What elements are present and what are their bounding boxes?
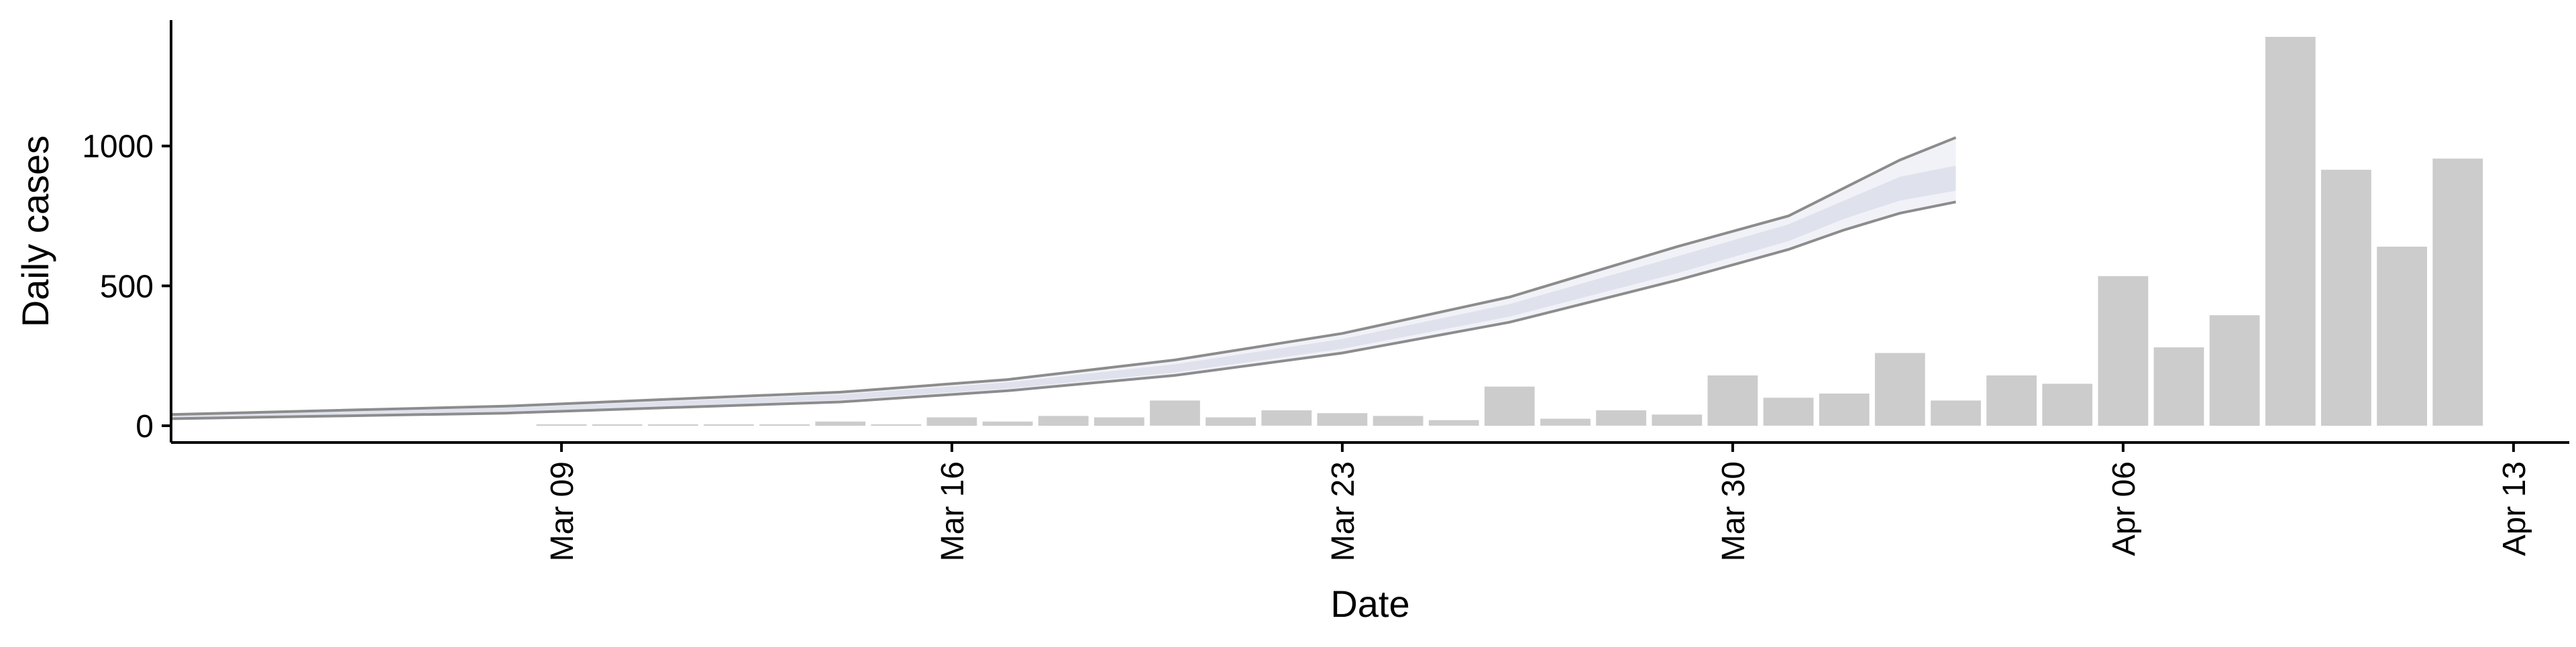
series-line-2	[170, 200, 1956, 420]
bar	[1261, 410, 1312, 426]
bar	[1931, 400, 1981, 426]
axes-layer	[170, 20, 2569, 444]
bar	[704, 424, 754, 426]
bar	[2377, 246, 2427, 426]
bar	[2042, 384, 2093, 426]
bar	[1205, 417, 1256, 426]
x-tick-label: Apr 06	[2106, 461, 2142, 556]
ticks-layer: 0 500 1000 Mar 09 Mar 16 Mar 23 Mar 30 Apr 06 Ap…	[82, 129, 2532, 562]
bar	[815, 421, 866, 426]
x-axis-title: Date	[1330, 583, 1409, 625]
bar	[2098, 276, 2149, 426]
bar	[1707, 375, 1758, 426]
bar	[1150, 400, 1200, 426]
bar	[2432, 158, 2483, 426]
bar	[1373, 416, 1424, 426]
bar	[1094, 417, 1144, 426]
bar	[1428, 420, 1479, 426]
bar	[2321, 170, 2371, 426]
bar	[2209, 315, 2260, 426]
bar	[1540, 418, 1591, 426]
series-line-1	[170, 136, 1957, 416]
bar	[1874, 353, 1925, 426]
bar	[1652, 414, 1703, 426]
bar	[759, 424, 810, 426]
bar	[2265, 37, 2316, 426]
y-tick-label: 0	[136, 409, 154, 445]
bar	[536, 424, 587, 426]
uncertainty-band-1	[171, 137, 1956, 419]
bar	[1038, 416, 1089, 426]
x-tick-label: Apr 13	[2497, 461, 2532, 556]
y-tick-label: 1000	[82, 129, 154, 165]
y-axis-title: Daily cases	[14, 135, 56, 327]
bar	[1317, 413, 1368, 426]
bar	[1484, 386, 1535, 426]
bars-layer	[536, 37, 2483, 426]
bar	[982, 421, 1033, 426]
bar	[1986, 375, 2037, 426]
lines-layer	[170, 136, 1957, 420]
x-tick-label: Mar 23	[1326, 461, 1361, 561]
y-tick-label: 500	[100, 269, 154, 304]
x-tick-label: Mar 09	[545, 461, 580, 561]
bar	[2153, 347, 2204, 426]
x-tick-label: Mar 30	[1716, 461, 1752, 561]
x-tick-label: Mar 16	[935, 461, 971, 561]
bar	[871, 424, 922, 426]
bar	[926, 417, 977, 426]
bar	[647, 424, 698, 426]
bar	[1819, 394, 1870, 426]
bar	[592, 424, 643, 426]
bands-layer	[171, 137, 1956, 419]
bar	[1596, 410, 1646, 426]
uncertainty-band-2	[171, 166, 1956, 418]
bar	[1763, 398, 1814, 426]
